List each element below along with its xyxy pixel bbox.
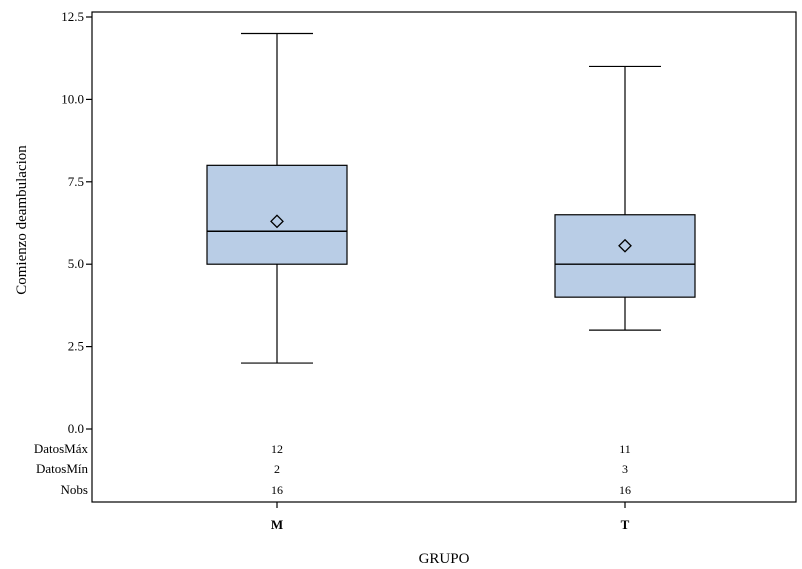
y-tick-label: 7.5: [68, 174, 84, 189]
y-tick-label: 5.0: [68, 256, 84, 271]
x-category-label: T: [621, 517, 630, 532]
y-axis: 0.0 2.5 5.0 7.5 10.0 12.5: [61, 9, 92, 436]
inset-value: 2: [274, 462, 280, 476]
inset-value: 11: [619, 442, 631, 456]
y-tick-label: 12.5: [61, 9, 84, 24]
y-axis-title: Comienzo deambulacion: [14, 145, 30, 295]
y-tick-label: 10.0: [61, 91, 84, 106]
inset-table: DatosMáx 12 11 DatosMín 2 3 Nobs 16 16: [34, 441, 631, 497]
inset-row-label: DatosMáx: [34, 441, 89, 456]
x-category-label: M: [271, 517, 283, 532]
inset-value: 16: [271, 483, 283, 497]
mean-marker: [270, 214, 284, 229]
y-tick-label: 2.5: [68, 339, 84, 354]
inset-value: 12: [271, 442, 283, 456]
inset-row-label: Nobs: [61, 482, 88, 497]
plot-frame: [91, 11, 797, 503]
mean-marker: [618, 238, 632, 253]
inset-row-label: DatosMín: [36, 461, 89, 476]
inset-value: 16: [619, 483, 631, 497]
iqr-box: [554, 214, 696, 298]
x-axis-title: GRUPO: [419, 551, 470, 567]
y-tick-label: 0.0: [68, 421, 84, 436]
inset-value: 3: [622, 462, 628, 476]
box-group: [206, 32, 696, 364]
